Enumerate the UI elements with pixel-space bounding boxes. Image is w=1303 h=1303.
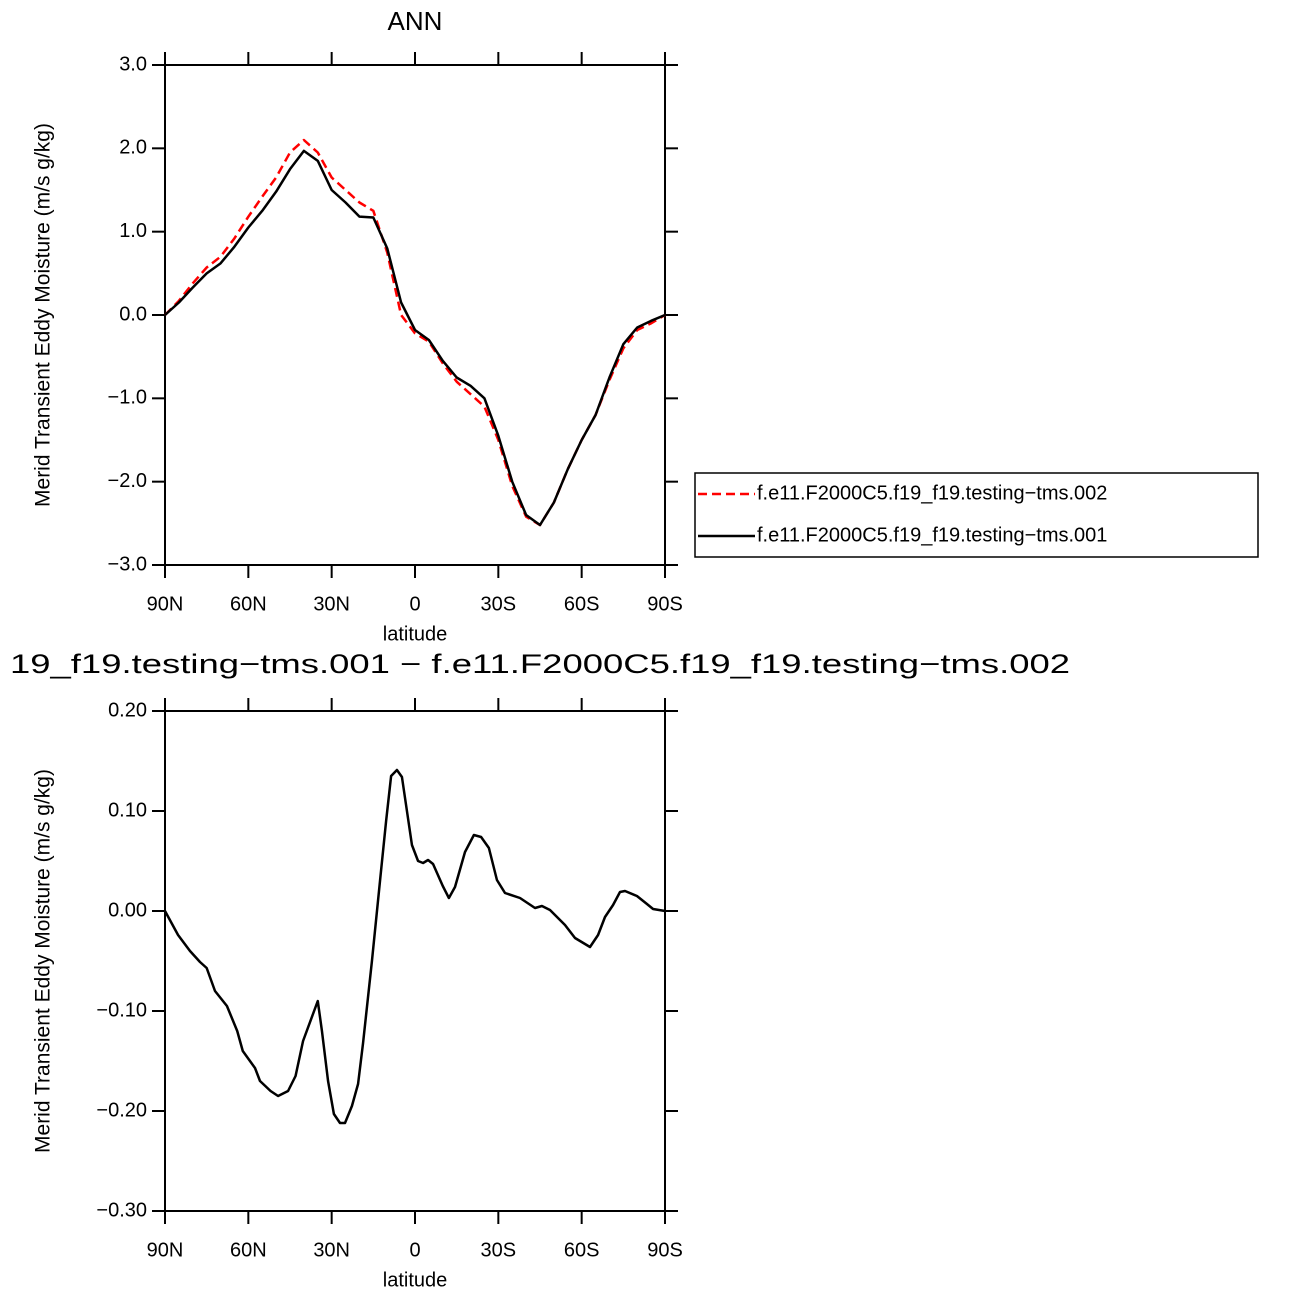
- y-tick-label: 2.0: [119, 137, 147, 159]
- x-tick-label: 30S: [481, 593, 517, 615]
- plot-frame: [164, 64, 666, 566]
- x-tick-label: 90S: [647, 1239, 683, 1261]
- legend-label: f.e11.F2000C5.f19_f19.testing−tms.001: [757, 524, 1107, 546]
- y-tick-label: 1.0: [119, 220, 147, 242]
- x-tick-label: 60S: [564, 1239, 600, 1261]
- x-tick-label: 30N: [313, 1239, 350, 1261]
- x-tick-label: 30S: [481, 1239, 517, 1261]
- x-tick-label: 90N: [147, 593, 184, 615]
- x-tick-label: 60N: [230, 593, 267, 615]
- x-tick-label: 30N: [313, 593, 350, 615]
- y-tick-label: 0.20: [108, 699, 147, 721]
- x-tick-label: 90S: [647, 593, 683, 615]
- data-line: [164, 138, 666, 527]
- y-tick-label: 0.00: [108, 899, 147, 921]
- y-tick-label: −2.0: [108, 470, 147, 492]
- x-tick-label: 60S: [564, 593, 600, 615]
- data-line: [164, 149, 666, 527]
- x-tick-label: 0: [409, 1239, 420, 1261]
- y-tick-label: −0.20: [96, 1099, 147, 1121]
- y-tick-label: −0.30: [96, 1199, 147, 1221]
- y-axis-label: Merid Transient Eddy Moisture (m/s g/kg): [32, 123, 55, 507]
- chart-title: 19_f19.testing−tms.001 − f.e11.F2000C5.f…: [10, 649, 1070, 679]
- data-line: [163, 768, 666, 1125]
- y-tick-label: 0.0: [119, 303, 147, 325]
- y-tick-label: 3.0: [119, 53, 147, 75]
- plot-frame: [164, 710, 666, 1212]
- x-tick-label: 0: [409, 593, 420, 615]
- chart-title: ANN: [388, 6, 443, 36]
- y-tick-label: 0.10: [108, 799, 147, 821]
- x-axis-label: latitude: [383, 1269, 448, 1291]
- y-tick-label: −1.0: [108, 387, 147, 409]
- y-axis-label: Merid Transient Eddy Moisture (m/s g/kg): [32, 769, 55, 1153]
- x-tick-label: 60N: [230, 1239, 267, 1261]
- x-axis-label: latitude: [383, 623, 448, 645]
- legend-box: [694, 472, 1259, 558]
- y-tick-label: −3.0: [108, 553, 147, 575]
- y-tick-label: −0.10: [96, 999, 147, 1021]
- x-tick-label: 90N: [147, 1239, 184, 1261]
- legend-label: f.e11.F2000C5.f19_f19.testing−tms.002: [757, 482, 1107, 504]
